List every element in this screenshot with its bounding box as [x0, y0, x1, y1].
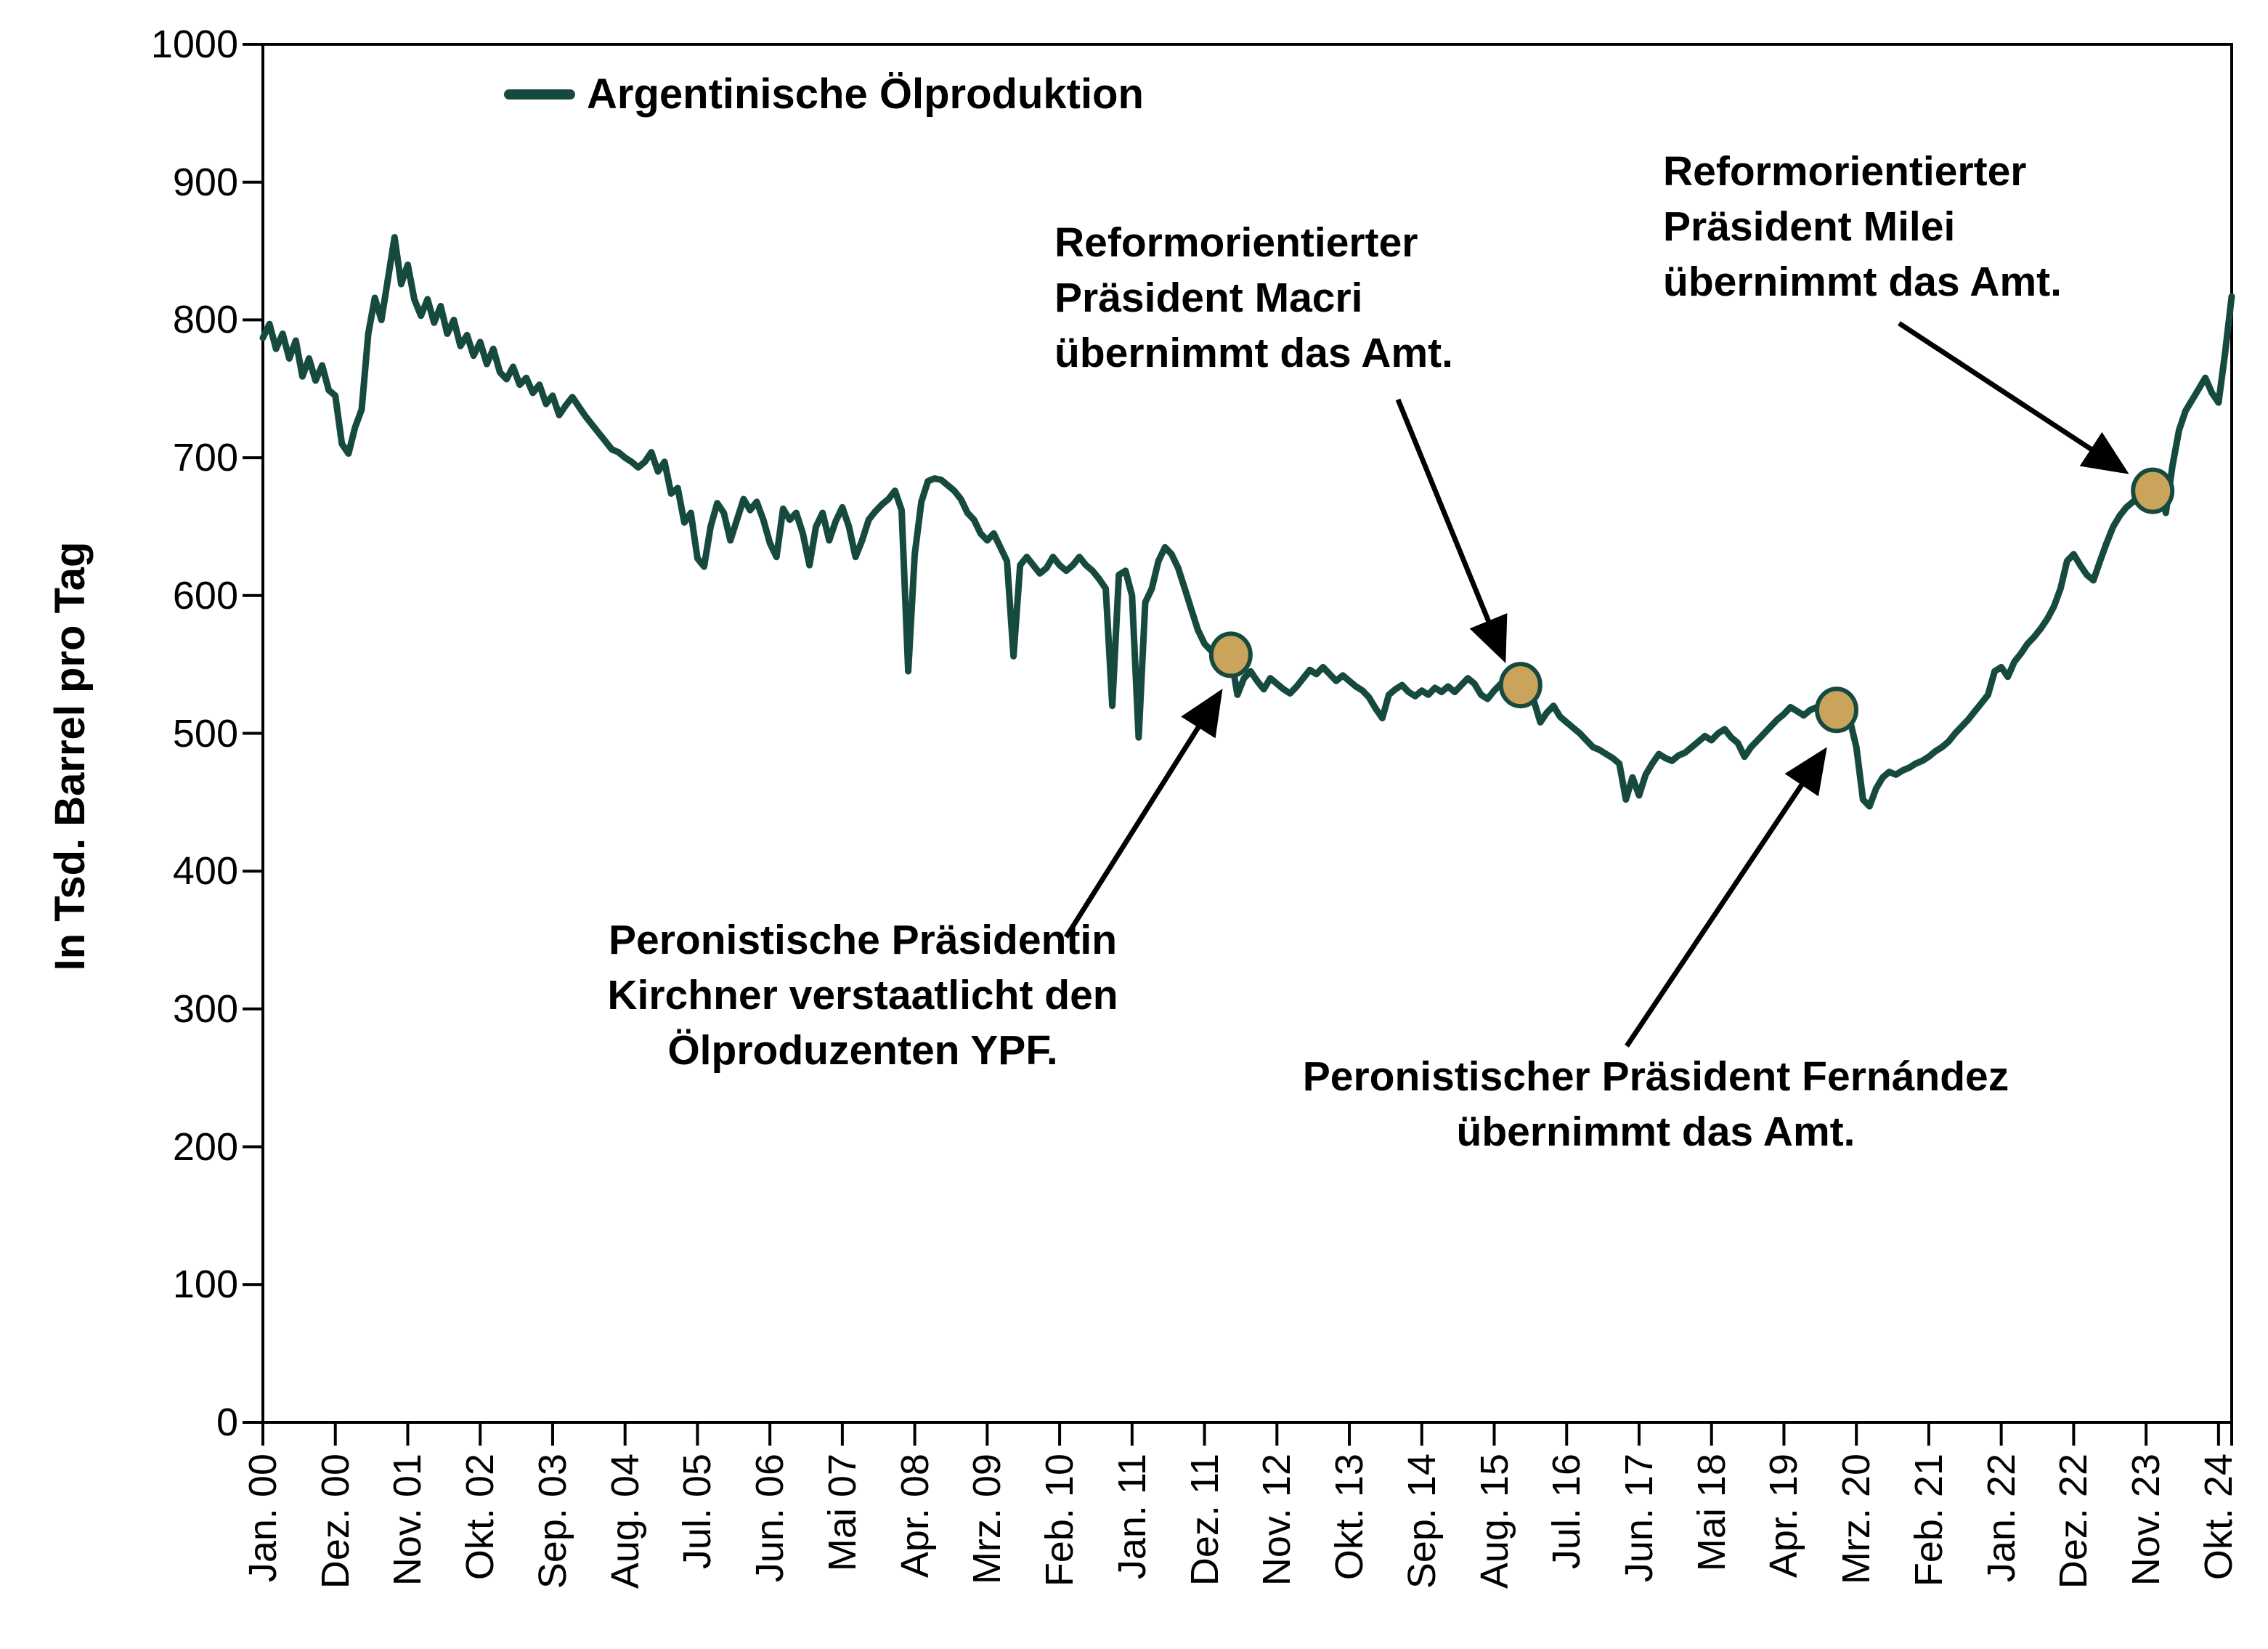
x-tick-label: Jan. 00	[241, 1454, 285, 1583]
annotation-line: Präsident Milei	[1663, 203, 1956, 250]
x-tick-label: Jun. 06	[748, 1454, 792, 1583]
x-tick-label: Dez. 22	[2052, 1454, 2096, 1589]
x-tick-label: Mai 07	[820, 1454, 864, 1572]
y-tick-label: 200	[172, 1125, 238, 1169]
annotation-arrow-fernandez	[1625, 747, 1827, 1048]
x-tick-label: Apr. 19	[1762, 1454, 1806, 1579]
y-tick-label: 500	[172, 711, 238, 755]
x-tick-label: Jun. 17	[1617, 1454, 1661, 1583]
annotation-line: übernimmt das Amt.	[1054, 330, 1453, 376]
x-tick-label: Jan. 11	[1110, 1454, 1154, 1580]
event-marker-macri-amtsantritt	[1498, 662, 1543, 709]
annotation-line: übernimmt das Amt.	[1456, 1109, 1856, 1155]
x-tick-label: Jul. 16	[1545, 1454, 1589, 1570]
x-tick-label: Aug. 04	[603, 1454, 647, 1589]
x-tick-label: Aug. 15	[1472, 1454, 1516, 1589]
annotation-kirchner: Peronistische Präsidentin Kirchner versta…	[536, 912, 1190, 1078]
annotation-line: Ölproduzenten YPF.	[667, 1027, 1058, 1074]
annotation-line: Kirchner verstaatlicht den	[607, 972, 1118, 1018]
annotation-line: übernimmt das Amt.	[1663, 259, 2062, 305]
annotation-milei: Reformorientierter Präsident Milei übernim…	[1663, 144, 2062, 309]
annotation-arrow-milei	[1898, 321, 2129, 474]
legend: Argentinische Ölproduktion	[504, 70, 1144, 118]
x-tick-label: Apr. 08	[893, 1454, 937, 1579]
annotation-macri: Reformorientierter Präsident Macri übernim…	[1054, 215, 1453, 381]
annotation-line: Präsident Macri	[1054, 275, 1363, 321]
y-axis-title: In Tsd. Barrel pro Tag	[46, 541, 94, 971]
production-line	[259, 234, 2235, 810]
annotation-arrow-macri	[1395, 398, 1508, 663]
y-tick-label: 0	[216, 1401, 238, 1444]
annotation-line: Reformorientierter	[1663, 148, 2027, 195]
annotation-fernandez: Peronistischer Präsident Fernández überni…	[1184, 1049, 2128, 1159]
y-tick-label: 900	[172, 160, 238, 204]
x-tick-label: Mai 18	[1689, 1454, 1733, 1572]
legend-line-swatch	[504, 89, 575, 100]
y-tick-label: 400	[172, 849, 238, 894]
x-tick-label: Feb. 10	[1038, 1454, 1082, 1587]
x-tick-label: Sep. 14	[1399, 1454, 1444, 1589]
annotation-line: Peronistische Präsidentin	[608, 917, 1118, 963]
x-tick-label: Nov. 23	[2124, 1454, 2169, 1587]
annotation-arrow-kirchner	[1064, 689, 1223, 939]
x-tick-label: Feb. 21	[1906, 1454, 1951, 1587]
legend-label: Argentinische Ölproduktion	[587, 70, 1144, 118]
y-tick-label: 100	[172, 1263, 238, 1307]
y-tick-label: 1000	[150, 23, 238, 66]
x-tick-label: Nov. 01	[386, 1454, 430, 1587]
x-tick-label: Dez. 11	[1182, 1454, 1227, 1587]
x-tick-label: Nov. 12	[1255, 1454, 1299, 1587]
x-tick-label: Okt. 02	[458, 1454, 503, 1581]
event-marker-fernandez-amtsantritt	[1814, 686, 1858, 734]
y-tick-label: 600	[172, 573, 238, 617]
annotation-line: Reformorientierter	[1054, 219, 1418, 266]
x-tick-label: Dez. 00	[313, 1454, 357, 1589]
event-marker-milei-amtsantritt	[2131, 467, 2175, 514]
y-tick-label: 300	[172, 986, 238, 1031]
x-tick-label: Jan. 22	[1979, 1454, 2023, 1583]
x-tick-label: Mrz. 20	[1834, 1454, 1879, 1585]
x-tick-label: Mrz. 09	[965, 1454, 1009, 1585]
x-tick-label: Sep. 03	[530, 1454, 574, 1589]
y-tick-label: 800	[172, 298, 238, 342]
y-tick-label: 700	[172, 436, 238, 480]
event-marker-kirchner-ypf	[1208, 631, 1253, 678]
x-tick-label: Jul. 05	[675, 1454, 720, 1570]
x-tick-label: Okt. 13	[1328, 1454, 1372, 1581]
x-tick-label: Okt. 24	[2196, 1454, 2240, 1581]
annotation-line: Peronistischer Präsident Fernández	[1302, 1053, 2009, 1100]
